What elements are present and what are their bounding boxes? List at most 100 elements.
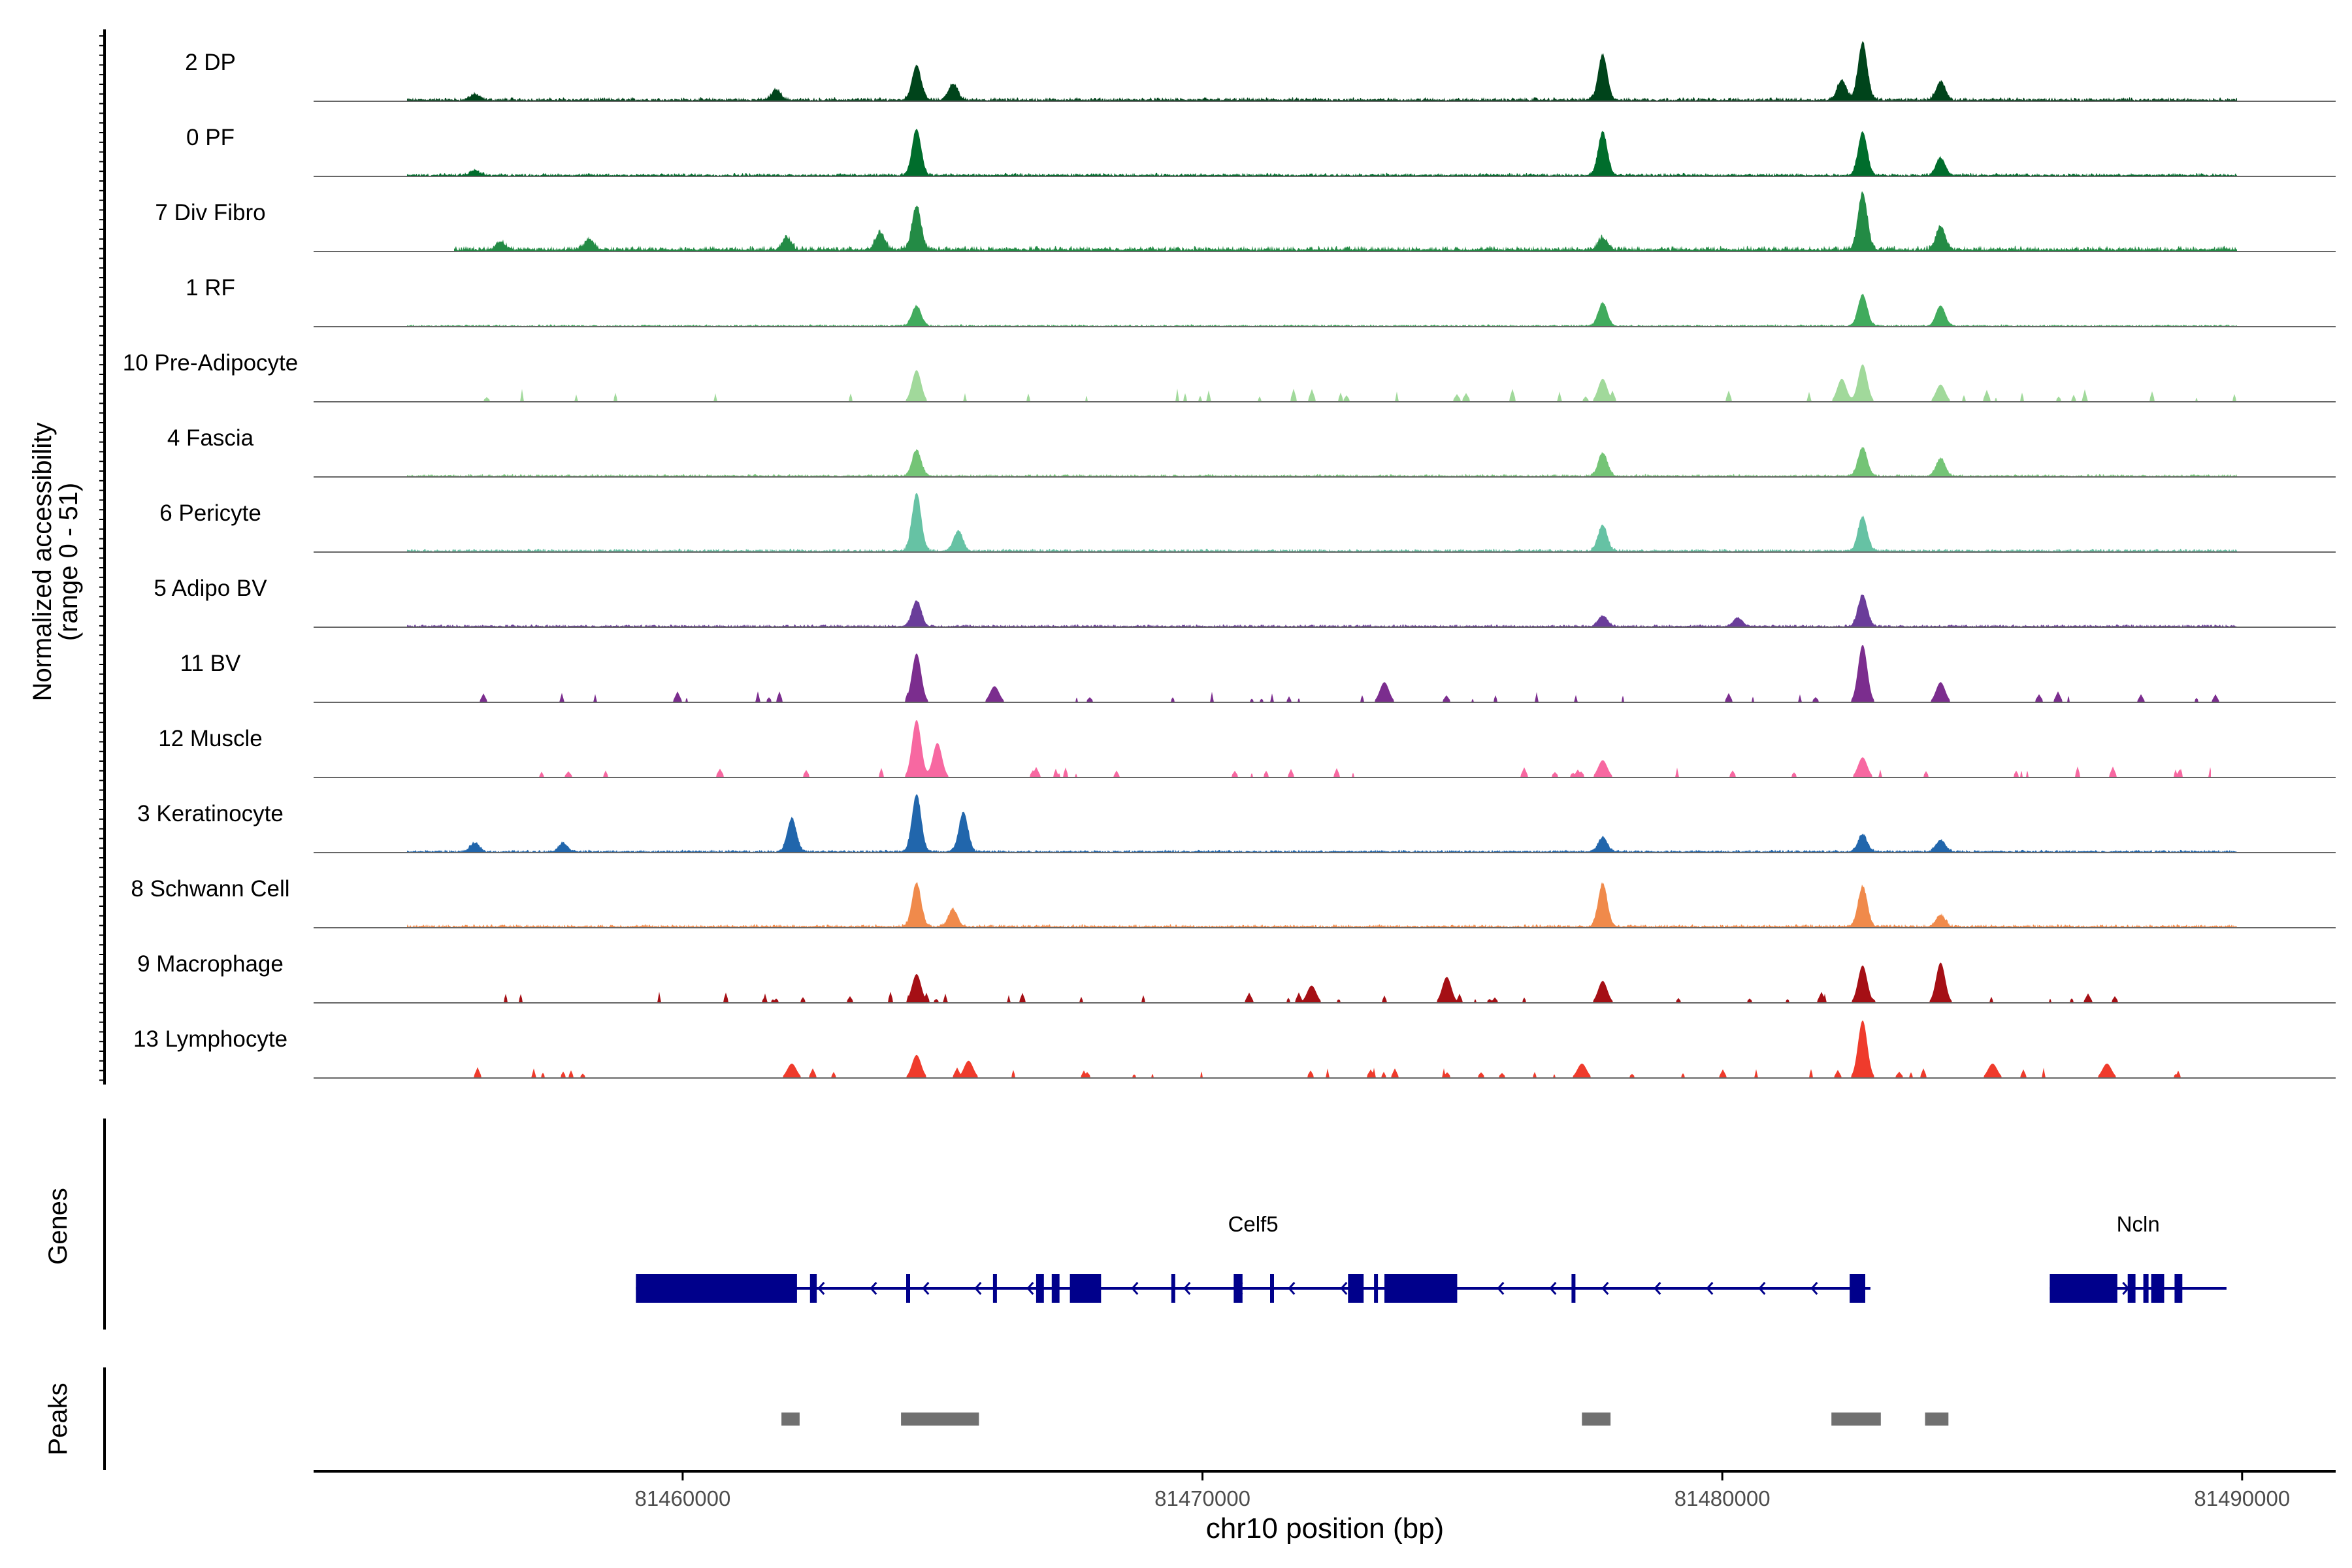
gene-exon [1036, 1274, 1044, 1303]
track-11: 3 Keratinocyte [137, 794, 2336, 853]
track-signal [407, 493, 2237, 552]
track-label: 0 PF [186, 125, 235, 150]
gene-exon [2127, 1274, 2136, 1303]
gene-exon [1571, 1274, 1576, 1303]
gene-exon [992, 1274, 997, 1303]
gene-exon [1171, 1274, 1175, 1303]
gene-exon [2050, 1274, 2117, 1303]
peak-region [901, 1413, 979, 1426]
peak-track [103, 1367, 1949, 1470]
strand-arrow [1183, 1282, 1191, 1295]
strand-arrow [1549, 1282, 1557, 1295]
track-label: 10 Pre-Adipocyte [123, 350, 298, 376]
track-signal [407, 41, 2237, 101]
gene-exon [1374, 1274, 1379, 1303]
track-label: 5 Adipo BV [154, 576, 267, 601]
gene-exon [2151, 1274, 2164, 1303]
x-axis-title: chr10 position (bp) [1206, 1512, 1444, 1544]
track-label: 8 Schwann Cell [131, 876, 289, 902]
track-3: 7 Div Fibro [155, 191, 2336, 252]
track-label: 3 Keratinocyte [137, 801, 284, 826]
track-signal [454, 191, 2237, 252]
gene-exon [636, 1274, 797, 1303]
strand-arrow [922, 1282, 930, 1295]
track-label: 13 Lymphocyte [133, 1026, 287, 1052]
track-8: 5 Adipo BV [154, 576, 2336, 628]
gene-label: Celf5 [1228, 1212, 1279, 1236]
track-1: 2 DP [185, 41, 2336, 102]
gene-exon [1070, 1274, 1102, 1303]
gene-exon [2174, 1274, 2183, 1303]
track-signal [407, 881, 2237, 928]
gene-celf5: Celf5 [636, 1212, 1870, 1303]
strand-arrow [974, 1282, 982, 1295]
track-4: 1 RF [186, 275, 2336, 327]
track-12: 8 Schwann Cell [131, 876, 2336, 928]
track-13: 9 Macrophage [137, 951, 2336, 1004]
track-label: 4 Fascia [167, 425, 254, 451]
strand-arrow [1497, 1282, 1505, 1295]
peak-region [781, 1413, 800, 1426]
strand-arrow [1654, 1282, 1661, 1295]
track-9: 11 BV [180, 645, 2336, 703]
gene-annotation-track: Celf5 Ncln [103, 1119, 2227, 1330]
strand-arrow [870, 1282, 877, 1295]
gene-exon [1850, 1274, 1865, 1303]
track-6: 4 Fascia [167, 425, 2336, 478]
strand-arrow [1131, 1282, 1139, 1295]
track-label: 11 BV [180, 651, 241, 676]
track-5: 10 Pre-Adipocyte [123, 350, 2336, 402]
track-2: 0 PF [186, 125, 2336, 177]
gene-label: Ncln [2117, 1212, 2160, 1236]
peak-region [1925, 1413, 1949, 1426]
peaks-panel-label: Peaks [44, 1382, 73, 1455]
x-tick-label: 81480000 [1674, 1486, 1771, 1511]
track-10: 12 Muscle [158, 720, 2336, 778]
strand-arrow [1810, 1282, 1818, 1295]
track-signal [407, 645, 2237, 702]
x-axis: 81460000 81470000 81480000 81490000 [99, 29, 2336, 1511]
track-signal [407, 364, 2237, 402]
genes-panel-label: Genes [44, 1188, 73, 1265]
x-tick-label: 81470000 [1154, 1486, 1250, 1511]
strand-arrow [1288, 1282, 1296, 1295]
track-signal [407, 794, 2237, 853]
track-label: 6 Pericyte [159, 500, 261, 526]
strand-arrow [817, 1282, 825, 1295]
peak-region [1831, 1413, 1881, 1426]
peak-region [1582, 1413, 1611, 1426]
strand-arrow [1758, 1282, 1766, 1295]
gene-ncln: Ncln [2050, 1212, 2227, 1303]
strand-arrow [1601, 1282, 1609, 1295]
gene-exon [1233, 1274, 1243, 1303]
track-signal [407, 594, 2237, 627]
track-signal [407, 447, 2237, 477]
track-7: 6 Pericyte [159, 493, 2336, 553]
gene-exon [906, 1274, 910, 1303]
gene-exon [2143, 1274, 2149, 1303]
track-signal [407, 129, 2237, 176]
gene-exon [1051, 1274, 1060, 1303]
track-signal [454, 720, 2211, 777]
track-signal [449, 962, 2169, 1003]
track-label: 1 RF [186, 275, 235, 301]
x-tick-label: 81460000 [634, 1486, 730, 1511]
gene-exon [809, 1274, 817, 1303]
track-signal [407, 293, 2237, 327]
track-signal [454, 1021, 2195, 1078]
strand-arrow [1706, 1282, 1714, 1295]
track-label: 9 Macrophage [137, 951, 284, 977]
gene-exon [1384, 1274, 1458, 1303]
y-axis-label-line1: Normalized accessibility [28, 423, 57, 702]
gene-exon [1270, 1274, 1274, 1303]
strand-arrow [1026, 1282, 1034, 1295]
strand-arrow [1340, 1282, 1348, 1295]
track-label: 2 DP [185, 50, 236, 75]
x-tick-label: 81490000 [2194, 1486, 2290, 1511]
gene-exon [1348, 1274, 1364, 1303]
y-axis-label-line2: (range 0 - 51) [54, 483, 83, 641]
accessibility-tracks: 2 DP 0 PF 7 Div Fibro 1 RF 10 Pre-Adipocyte 4… [123, 41, 2336, 1079]
track-label: 12 Muscle [158, 726, 263, 751]
track-14: 13 Lymphocyte [133, 1021, 2336, 1079]
